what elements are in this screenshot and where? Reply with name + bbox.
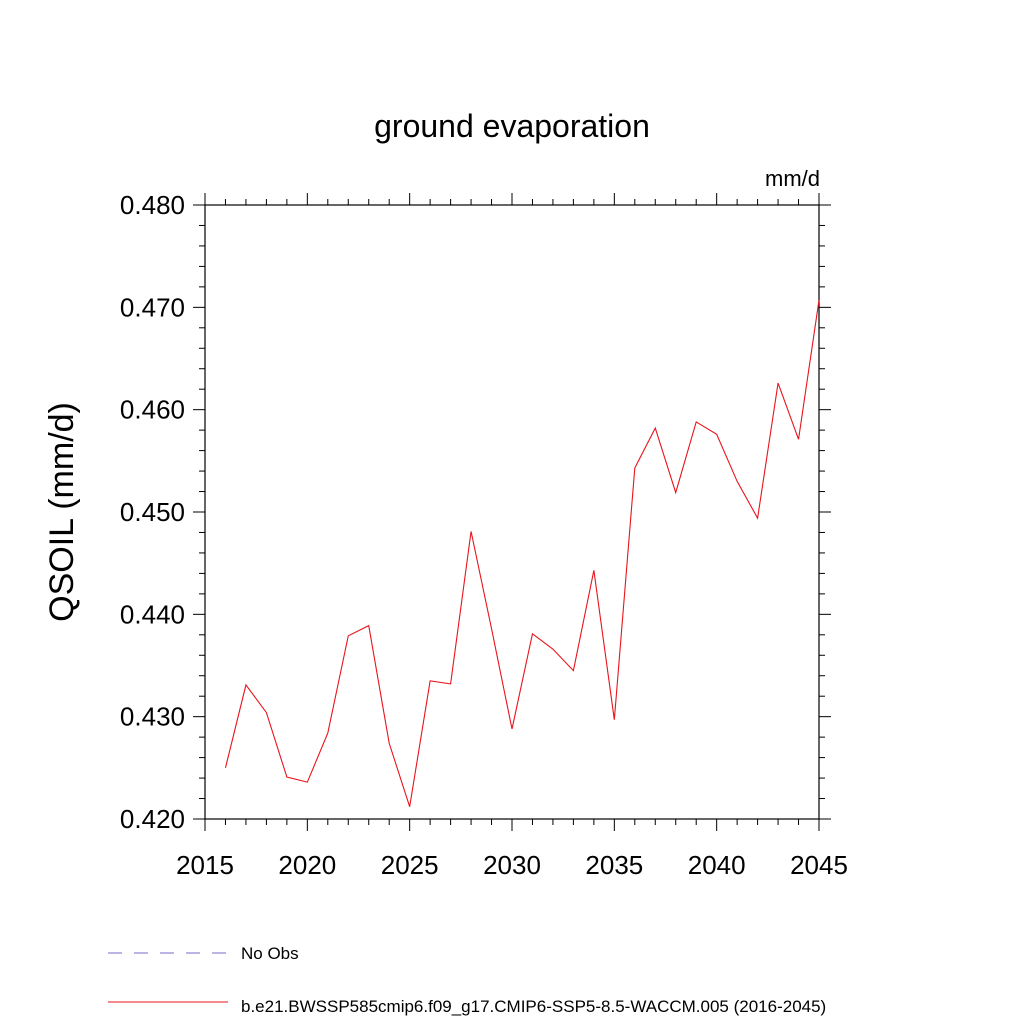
series-line [224,300,820,807]
x-axis-tick-labels: 2015 2020 2025 2030 2035 2040 2045 [176,850,848,880]
x-tick-label: 2035 [585,850,643,880]
y-tick-label: 0.430 [120,702,185,732]
units-label: mm/d [765,166,820,191]
legend-label: No Obs [241,944,299,963]
y-tick-label: 0.470 [120,292,185,322]
x-tick-label: 2045 [790,850,848,880]
legend: No Obs b.e21.BWSSP585cmip6.f09_g17.CMIP6-… [108,944,826,1016]
y-tick-label: 0.460 [120,395,185,425]
axis-ticks [193,193,831,831]
chart-title: ground evaporation [374,108,650,144]
y-tick-label: 0.450 [120,497,185,527]
x-tick-label: 2030 [483,850,541,880]
plot-frame [204,204,820,820]
legend-label: b.e21.BWSSP585cmip6.f09_g17.CMIP6-SSP5-8… [241,997,826,1016]
x-tick-label: 2040 [688,850,746,880]
y-axis-label: QSOIL (mm/d) [43,402,81,622]
y-tick-label: 0.480 [120,190,185,220]
y-tick-label: 0.440 [120,599,185,629]
y-axis-tick-labels: 0.420 0.430 0.440 0.450 0.460 0.470 0.480 [120,190,185,834]
y-tick-label: 0.420 [120,804,185,834]
x-tick-label: 2015 [176,850,234,880]
series-layer [224,300,820,807]
x-tick-label: 2020 [278,850,336,880]
x-tick-label: 2025 [381,850,439,880]
